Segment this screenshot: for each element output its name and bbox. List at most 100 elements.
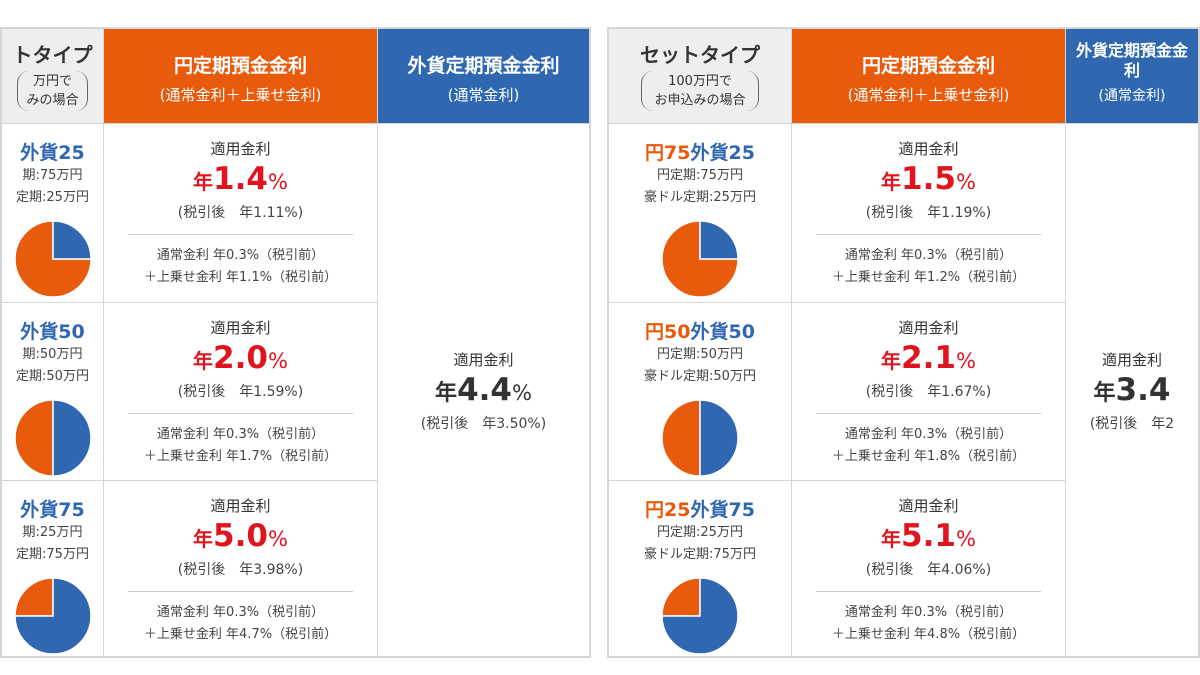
set-type-cell: 外貨50 期:50万円 定期:50万円 (2, 303, 104, 481)
pie-slice-foreign (13, 577, 92, 655)
set-type-label: 円50外貨50 (609, 317, 791, 344)
allocation-pie-chart (661, 577, 739, 655)
header-foreign-title: 外貨定期預金金利 (1075, 41, 1188, 80)
header-set-type-note: 万円で みの場合 (17, 71, 88, 111)
applied-rate-label: 適用金利 (210, 497, 271, 515)
rate-value: 5.0 (213, 518, 268, 554)
rate-prefix: 年 (1093, 381, 1116, 406)
rate-value: 5.1 (901, 518, 956, 554)
set-type-cell: 円25外貨75 円定期:25万円 豪ドル定期:75万円 (609, 481, 792, 658)
pie-slice-yen (13, 399, 54, 477)
rate-unit: % (267, 349, 288, 373)
foreign-share-label: 外貨50 (20, 321, 85, 343)
yen-rate-cell: 適用金利 年2.0% (税引後 年1.59%) 通常金利 年0.3%（税引前） … (104, 303, 378, 481)
rate-prefix: 年 (881, 349, 902, 373)
applied-rate-label: 適用金利 (898, 319, 959, 337)
after-tax-rate: (税引後 年1.19%) (865, 205, 992, 221)
pie-slice-foreign (661, 577, 739, 655)
applied-rate: 年2.0% (104, 340, 377, 381)
yen-rate-cell: 適用金利 年2.1% (税引後 年1.67%) 通常金利 年0.3%（税引前） … (792, 303, 1066, 481)
header-set-type: セットタイプ 100万円で お申込みの場合 (609, 29, 792, 124)
base-rate-detail: 通常金利 年0.3%（税引前） (844, 248, 1013, 263)
note-line: お申込みの場合 (654, 93, 746, 108)
rate-unit: % (955, 527, 976, 551)
applied-rate-label: 適用金利 (210, 140, 271, 158)
foreign-deposit-amount: 定期:50万円 (16, 369, 89, 384)
bonus-rate-detail: ＋上乗せ金利 年1.8%（税引前） (831, 449, 1026, 464)
applied-rate: 年3.4 (1094, 372, 1171, 413)
allocation-pie-chart (13, 399, 92, 477)
after-tax-rate: (税引後 年3.98%) (177, 562, 304, 578)
yen-deposit-amount: 期:25万円 (22, 525, 83, 540)
applied-rate-label: 適用金利 (1101, 351, 1162, 369)
pie-slice-foreign (699, 399, 739, 477)
yen-deposit-amount: 期:75万円 (22, 168, 83, 183)
header-foreign-rate: 外貨定期預金金利 (通常金利) (1066, 29, 1198, 124)
rate-table-right: セットタイプ 100万円で お申込みの場合 円定期預金金利 (通常金利＋上乗せ金利… (607, 27, 1200, 658)
yen-share-label: 円25 (645, 499, 691, 521)
yen-deposit-amount: 円定期:25万円 (657, 525, 743, 540)
rate-value: 1.4 (213, 161, 268, 197)
after-tax-rate: (税引後 年1.59%) (177, 384, 304, 400)
pie-slice-yen (661, 577, 701, 617)
bonus-rate-detail: ＋上乗せ金利 年1.1%（税引前） (143, 270, 338, 285)
base-rate-detail: 通常金利 年0.3%（税引前） (156, 248, 325, 263)
rate-prefix: 年 (193, 170, 214, 194)
divider (816, 413, 1041, 414)
applied-rate: 年5.0% (104, 518, 377, 559)
allocation-pie-chart (661, 399, 739, 477)
base-rate-detail: 通常金利 年0.3%（税引前） (156, 605, 325, 620)
foreign-deposit-amount: 定期:75万円 (16, 547, 89, 562)
applied-rate-label: 適用金利 (210, 319, 271, 337)
yen-deposit-amount: 円定期:75万円 (657, 168, 743, 183)
set-type-label: 外貨75 (2, 495, 103, 522)
applied-rate: 年1.5% (792, 161, 1065, 202)
after-tax-rate: (税引後 年4.06%) (865, 562, 992, 578)
header-yen-sub: (通常金利＋上乗せ金利) (847, 86, 1010, 104)
header-set-type-note: 100万円で お申込みの場合 (641, 71, 759, 111)
foreign-rate-cell: 適用金利 年4.4% (税引後 年3.50%) (378, 124, 589, 658)
foreign-share-label: 外貨25 (20, 142, 85, 164)
set-type-label: 円25外貨75 (609, 495, 791, 522)
header-foreign-sub: (通常金利) (1098, 88, 1166, 104)
rate-unit: % (267, 527, 288, 551)
rate-unit: % (955, 349, 976, 373)
rate-unit: % (511, 381, 532, 405)
rate-prefix: 年 (435, 381, 458, 406)
yen-share-label: 円75 (645, 142, 691, 164)
rate-prefix: 年 (881, 527, 902, 551)
pie-slice-yen (13, 220, 92, 298)
applied-rate: 年2.1% (792, 340, 1065, 381)
set-type-cell: 外貨25 期:75万円 定期:25万円 (2, 124, 104, 303)
applied-rate: 年1.4% (104, 161, 377, 202)
set-type-label: 外貨50 (2, 317, 103, 344)
set-type-label: 円75外貨25 (609, 138, 791, 165)
foreign-deposit-amount: 豪ドル定期:50万円 (644, 369, 756, 384)
yen-rate-cell: 適用金利 年5.1% (税引後 年4.06%) 通常金利 年0.3%（税引前） … (792, 481, 1066, 658)
foreign-deposit-amount: 定期:25万円 (16, 190, 89, 205)
yen-rate-cell: 適用金利 年5.0% (税引後 年3.98%) 通常金利 年0.3%（税引前） … (104, 481, 378, 658)
note-line: みの場合 (26, 93, 79, 108)
applied-rate-label: 適用金利 (453, 351, 514, 369)
allocation-pie-chart (661, 220, 739, 298)
header-yen-sub: (通常金利＋上乗せ金利) (159, 86, 322, 104)
header-foreign-sub: (通常金利) (447, 86, 520, 104)
rate-value: 4.4 (457, 372, 512, 408)
rate-unit: % (267, 170, 288, 194)
header-yen-title: 円定期預金金利 (861, 55, 995, 77)
yen-deposit-amount: 期:50万円 (22, 347, 83, 362)
divider (816, 234, 1041, 235)
set-type-label: 外貨25 (2, 138, 103, 165)
rate-prefix: 年 (193, 349, 214, 373)
header-yen-rate: 円定期預金金利 (通常金利＋上乗せ金利) (104, 29, 378, 124)
note-line: 万円で (32, 74, 72, 89)
allocation-pie-chart (13, 220, 92, 298)
foreign-share-label: 外貨50 (690, 321, 755, 343)
foreign-share-label: 外貨75 (690, 499, 755, 521)
header-yen-rate: 円定期預金金利 (通常金利＋上乗せ金利) (792, 29, 1066, 124)
divider (128, 591, 353, 592)
after-tax-rate: (税引後 年2 (1089, 416, 1175, 432)
rate-value: 3.4 (1115, 372, 1171, 408)
divider (128, 413, 353, 414)
rate-value: 2.1 (901, 340, 956, 376)
